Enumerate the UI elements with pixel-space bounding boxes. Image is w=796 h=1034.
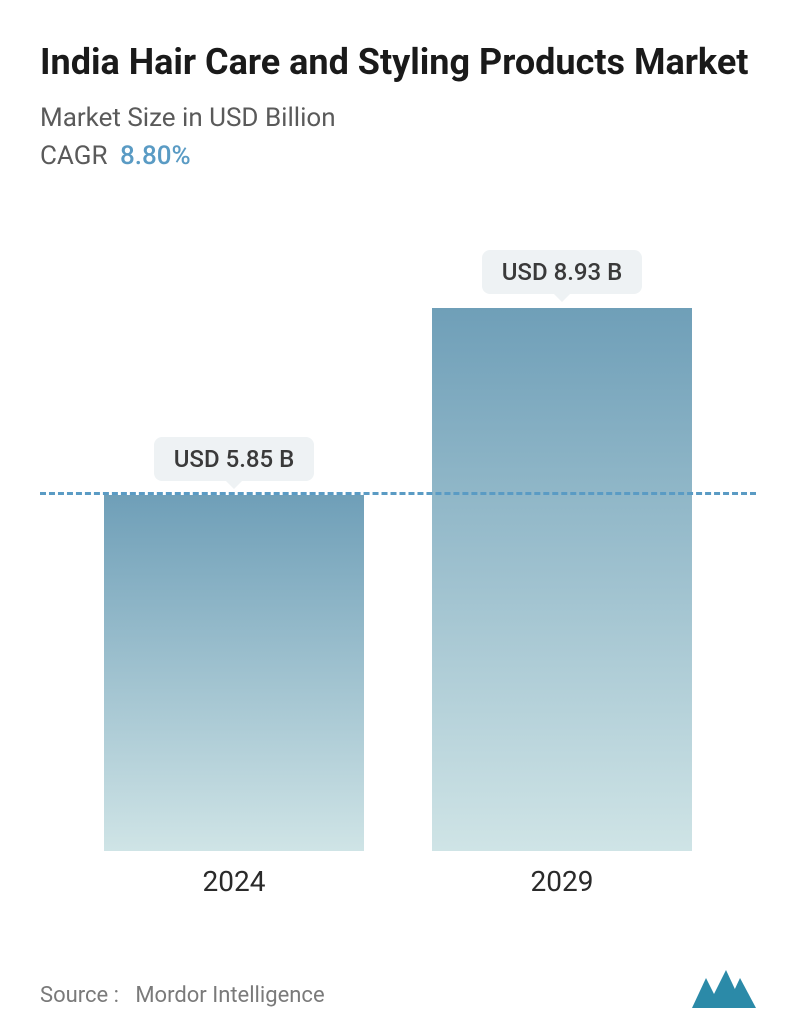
- bars-container: USD 5.85 B USD 8.93 B: [40, 211, 756, 851]
- mordor-logo-icon: [692, 970, 756, 1008]
- source-label: Source :: [40, 983, 119, 1008]
- cagr-label: CAGR: [40, 141, 107, 171]
- reference-dashed-line: [40, 492, 756, 495]
- source-name: Mordor Intelligence: [135, 983, 324, 1008]
- cagr-value: 8.80%: [120, 141, 191, 171]
- chart-subtitle: Market Size in USD Billion: [40, 103, 756, 133]
- source-attribution: Source : Mordor Intelligence: [40, 983, 325, 1008]
- bar: [104, 495, 364, 851]
- chart-area: USD 5.85 B USD 8.93 B: [40, 211, 756, 851]
- x-label: 2029: [432, 865, 692, 898]
- x-label: 2024: [104, 865, 364, 898]
- bar-value-pill: USD 8.93 B: [482, 250, 643, 294]
- bar: [432, 308, 692, 851]
- chart-title: India Hair Care and Styling Products Mar…: [40, 40, 756, 85]
- x-axis-labels: 2024 2029: [40, 865, 756, 898]
- bar-group-1: USD 8.93 B: [432, 250, 692, 851]
- cagr-row: CAGR 8.80%: [40, 141, 756, 171]
- chart-footer: Source : Mordor Intelligence: [40, 970, 756, 1008]
- bar-group-0: USD 5.85 B: [104, 437, 364, 851]
- bar-value-pill: USD 5.85 B: [154, 437, 315, 481]
